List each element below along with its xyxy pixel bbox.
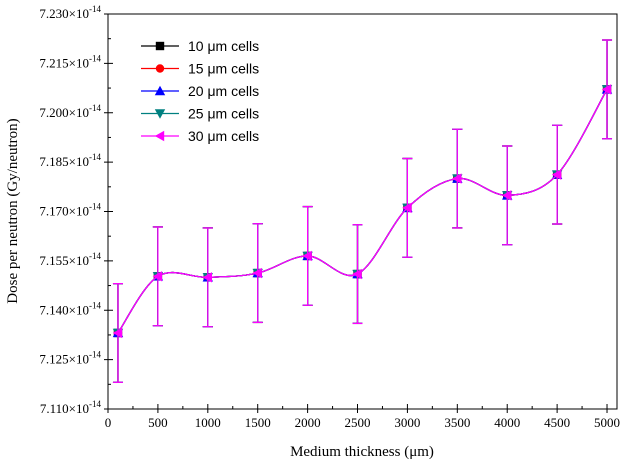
data-point (452, 173, 462, 184)
y-tick-exponent: -14 (89, 300, 101, 310)
y-tick-label: 7.170×10-14 (39, 202, 101, 219)
y-tick-mantissa: 7.140×10 (39, 302, 89, 317)
y-tick-mantissa: 7.125×10 (39, 352, 89, 367)
y-tick-label: 7.155×10-14 (39, 251, 101, 268)
legend-item: 10 μm cells (141, 38, 259, 54)
data-point (551, 169, 562, 180)
series-line (117, 89, 608, 334)
x-tick-label: 1500 (245, 415, 271, 430)
series-line (117, 89, 608, 334)
legend-item: 15 μm cells (141, 61, 259, 77)
y-tick-exponent: -14 (89, 202, 101, 212)
x-tick-label: 5000 (594, 415, 620, 430)
legend-marker (155, 41, 165, 51)
legend-label: 30 μm cells (188, 128, 259, 144)
x-tick-label: 4000 (494, 415, 520, 430)
y-tick-mantissa: 7.110×10 (40, 401, 89, 416)
data-point (202, 272, 213, 283)
x-axis-ticks: 0 500 1000 1500 2000 2500 3000 3500 4000 4500 5000 (105, 404, 620, 430)
x-tick-label: 4500 (544, 415, 570, 430)
series-layer (112, 39, 613, 383)
data-point (402, 202, 412, 214)
y-tick-label: 7.200×10-14 (39, 103, 101, 120)
y-tick-mantissa: 7.185×10 (39, 154, 89, 169)
x-axis-title: Medium thickness (μm) (290, 444, 434, 460)
y-tick-exponent: -14 (89, 152, 101, 162)
y-axis-ticks: 7.110×10-147.125×10-147.140×10-147.155×1… (39, 4, 113, 416)
y-tick-exponent: -14 (89, 251, 101, 261)
x-tick-label: 2000 (295, 415, 321, 430)
series-line (117, 89, 608, 334)
y-tick-exponent: -14 (89, 53, 101, 63)
data-point (502, 190, 512, 201)
data-point (252, 267, 262, 279)
data-point (302, 250, 312, 262)
legend-marker (154, 130, 165, 142)
series-5 (112, 39, 613, 383)
series-line (117, 89, 608, 334)
data-point (152, 271, 163, 282)
y-tick-exponent: -14 (89, 4, 101, 14)
y-tick-mantissa: 7.170×10 (39, 204, 89, 219)
y-tick-exponent: -14 (89, 350, 101, 360)
legend-marker (154, 109, 166, 119)
x-tick-label: 3000 (394, 415, 420, 430)
data-point (601, 84, 612, 95)
legend-label: 15 μm cells (188, 61, 259, 77)
series-line (117, 89, 608, 334)
x-tick-label: 3500 (444, 415, 470, 430)
legend-item: 25 μm cells (141, 106, 259, 122)
data-point (352, 268, 362, 280)
legend-label: 20 μm cells (188, 83, 259, 99)
y-tick-exponent: -14 (89, 399, 101, 409)
y-tick-label: 7.110×10-14 (40, 399, 102, 416)
y-tick-mantissa: 7.200×10 (39, 105, 89, 120)
y-tick-mantissa: 7.230×10 (39, 6, 89, 21)
legend-item: 30 μm cells (141, 128, 259, 144)
legend-item: 20 μm cells (141, 83, 259, 99)
x-tick-label: 1000 (195, 415, 221, 430)
y-tick-label: 7.185×10-14 (39, 152, 101, 169)
x-tick-label: 0 (105, 415, 112, 430)
y-tick-mantissa: 7.215×10 (39, 55, 89, 70)
legend: 10 μm cells 15 μm cells 20 μm cells 25 μm c… (141, 38, 259, 144)
y-tick-label: 7.215×10-14 (39, 53, 101, 70)
x-tick-label: 500 (148, 415, 168, 430)
legend-label: 25 μm cells (188, 106, 259, 122)
x-tick-label: 2500 (345, 415, 371, 430)
legend-marker (154, 85, 166, 96)
y-tick-label: 7.230×10-14 (39, 4, 101, 21)
data-point (112, 327, 123, 339)
y-tick-label: 7.125×10-14 (39, 350, 101, 367)
y-axis-title: Dose per neutron (Gy/neutron) (5, 118, 21, 303)
legend-label: 10 μm cells (188, 38, 259, 54)
legend-marker (155, 64, 165, 73)
plot-frame (107, 13, 618, 410)
y-tick-mantissa: 7.155×10 (39, 253, 89, 268)
y-tick-exponent: -14 (89, 103, 101, 113)
y-tick-label: 7.140×10-14 (39, 300, 101, 317)
